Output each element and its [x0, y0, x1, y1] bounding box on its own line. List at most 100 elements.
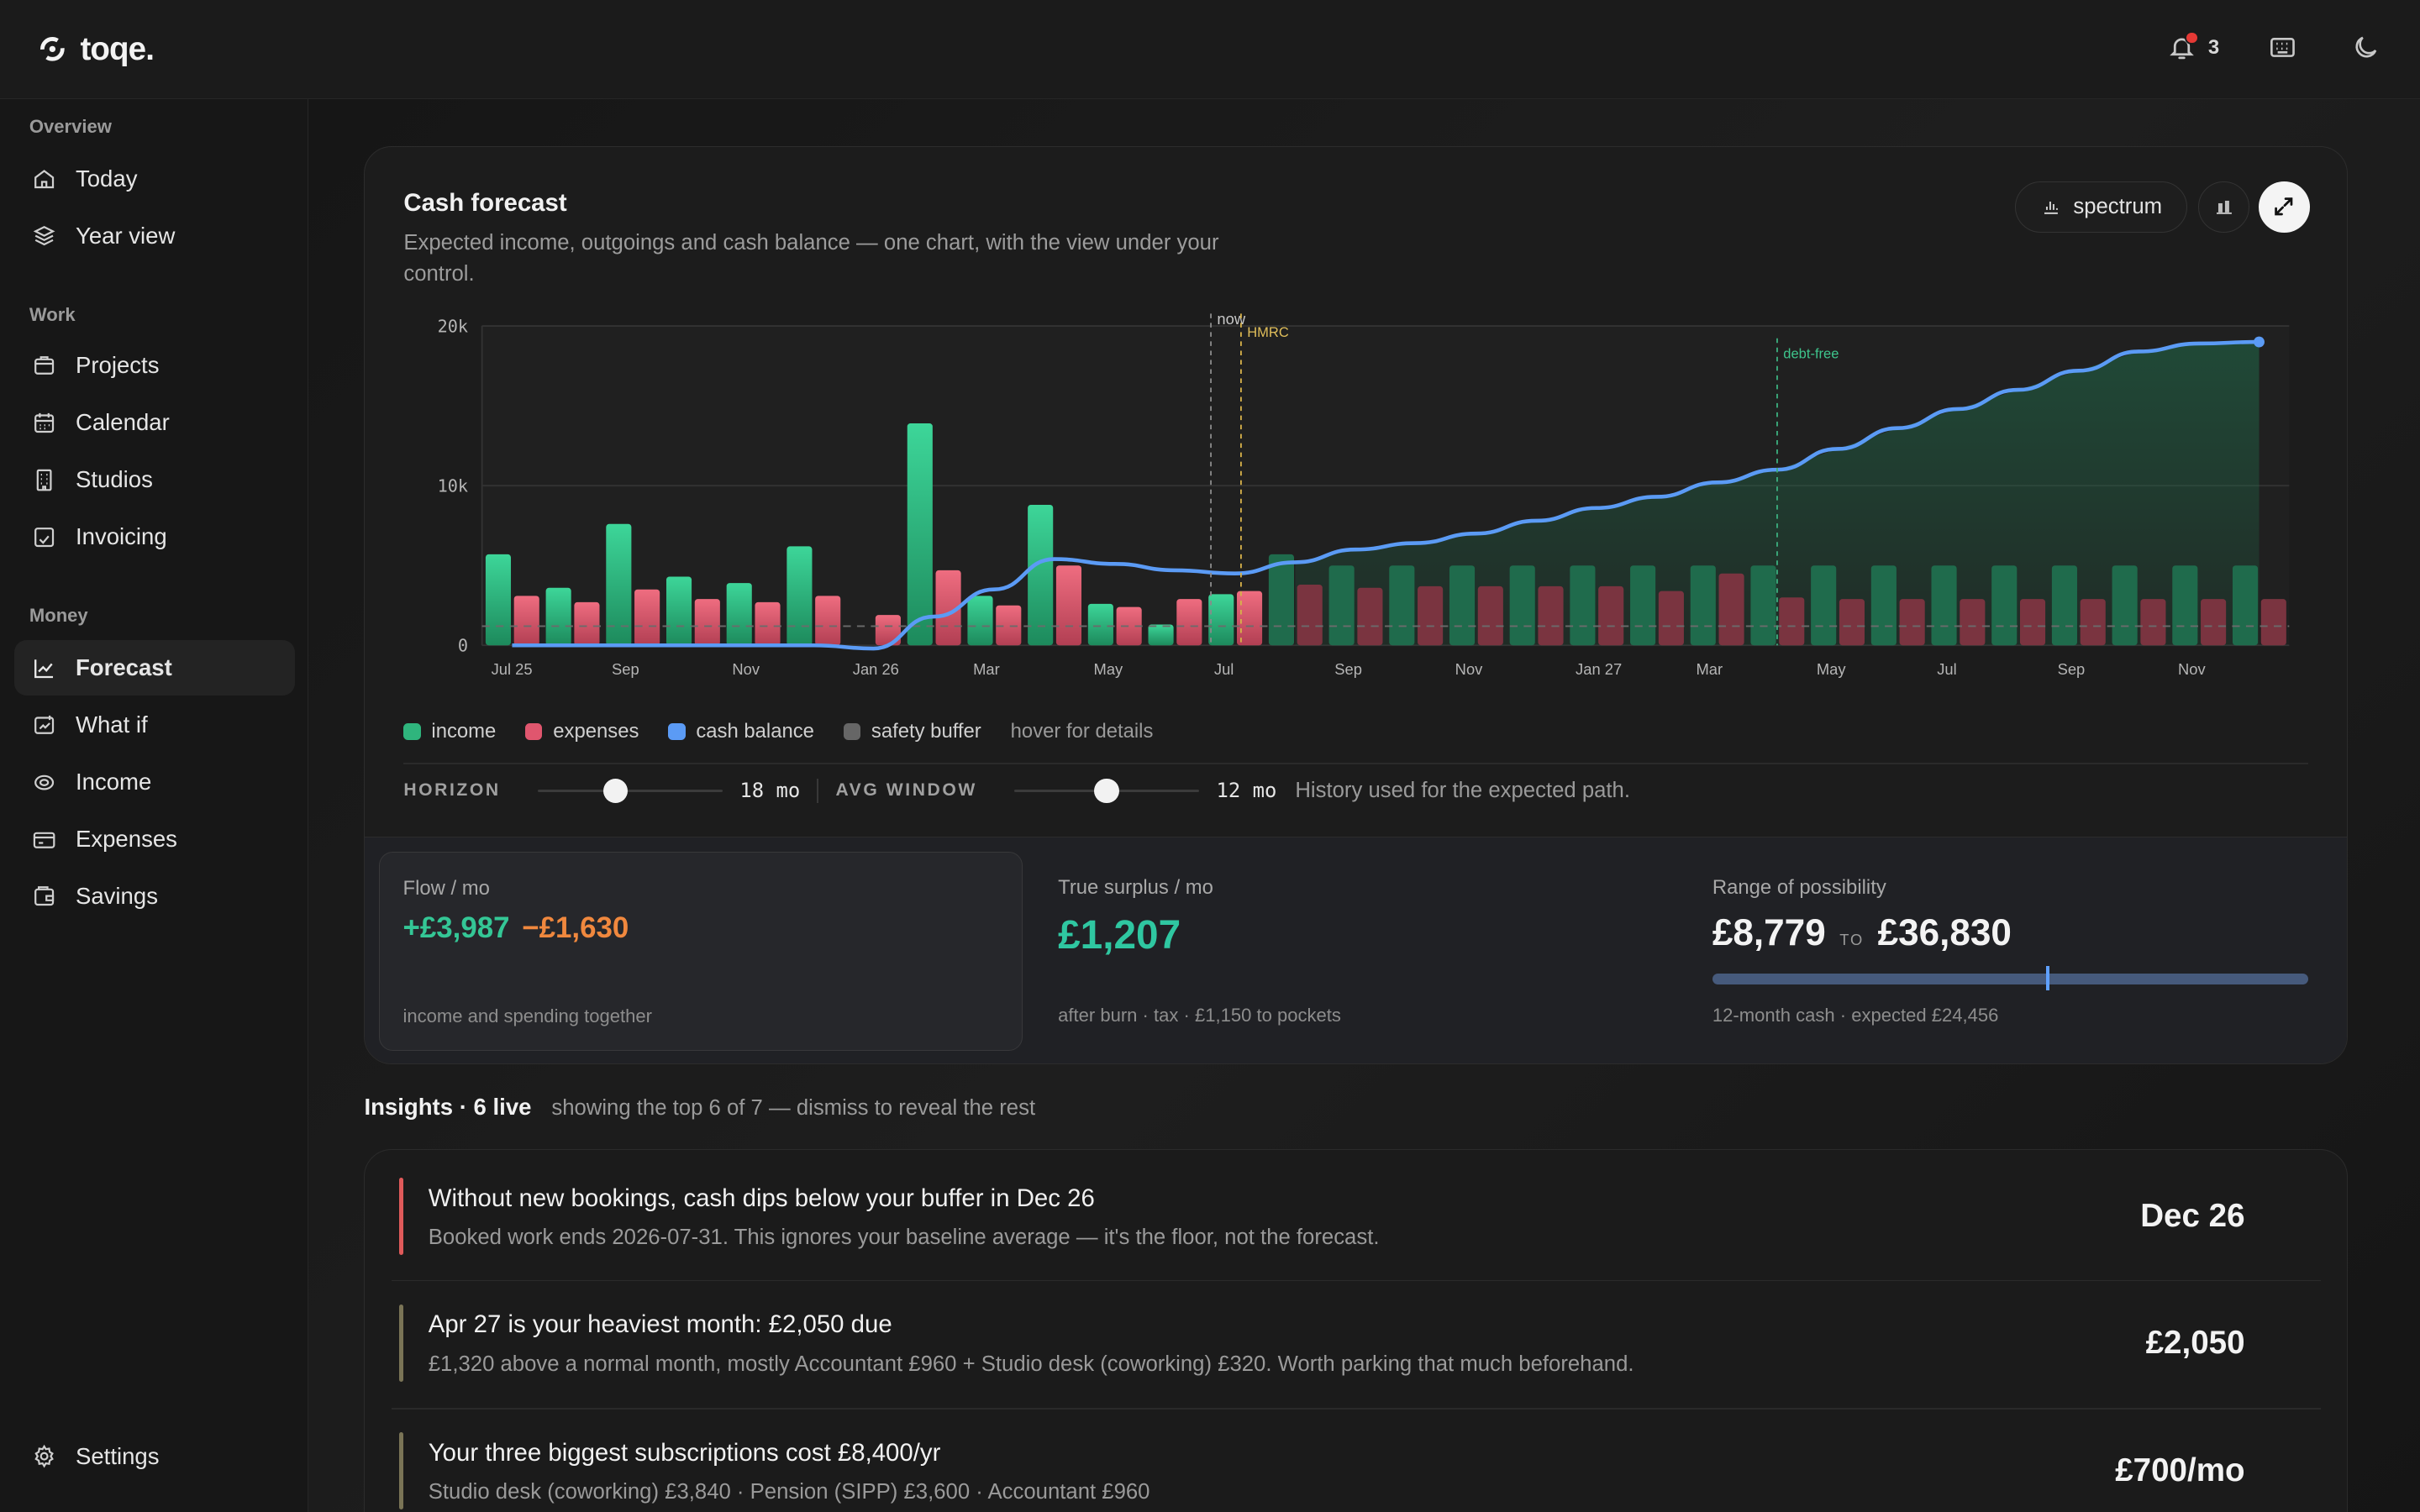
sidebar-item-expenses[interactable]: Expenses — [14, 811, 295, 867]
notifications-button[interactable]: 3 — [2162, 28, 2219, 68]
sidebar-item-label: Calendar — [75, 409, 170, 436]
marker-label: HMRC — [1248, 324, 1290, 340]
slider-thumb[interactable] — [602, 778, 629, 804]
chart-controls: HORIZON 18 mo AVG WINDOW 12 mo History u… — [403, 774, 1630, 807]
sidebar-item-projects[interactable]: Projects — [14, 338, 295, 393]
top-bar: toqe. 3 — [0, 0, 2420, 99]
income-bar — [727, 583, 753, 646]
range-label: Range of possibility — [1712, 876, 1886, 900]
flow-label: Flow / mo — [402, 877, 490, 900]
legend-swatch — [668, 722, 686, 740]
sidebar: Overview Today Year view Work Projects C… — [0, 98, 309, 1512]
flow-footer: income and spending together — [402, 1005, 652, 1026]
forecast-title: Cash forecast — [403, 189, 567, 218]
horizon-value: 18 mo — [739, 779, 801, 803]
avg-window-slider[interactable] — [1013, 778, 1200, 804]
sidebar-item-savings[interactable]: Savings — [14, 869, 295, 924]
hover-hint: hover for details — [1010, 719, 1154, 743]
gear-icon — [34, 1444, 54, 1468]
income-bar — [1811, 565, 1837, 646]
expense-bar — [2201, 599, 2227, 646]
surplus-footer: after burn · tax · £1,150 to pockets — [1058, 1004, 1341, 1026]
expense-bar — [1839, 599, 1865, 646]
sidebar-item-settings[interactable]: Settings — [14, 1429, 295, 1484]
legend-label: income — [431, 719, 497, 743]
income-bar — [1570, 565, 1596, 646]
x-tick-label: Nov — [1455, 661, 1483, 679]
sidebar-item-invoicing[interactable]: Invoicing — [14, 509, 295, 564]
sidebar-item-year-view[interactable]: Year view — [14, 208, 295, 264]
expected-marker — [2045, 965, 2049, 991]
sidebar-item-income[interactable]: Income — [14, 754, 295, 810]
divider — [817, 778, 819, 804]
legend-label: safety buffer — [871, 719, 981, 743]
keyboard-icon — [2270, 38, 2295, 58]
insight-title: Without new bookings, cash dips below yo… — [428, 1184, 1095, 1212]
divider — [403, 763, 2308, 765]
expense-bar — [1659, 591, 1685, 646]
expense-bar — [1176, 599, 1202, 646]
income-bar — [2172, 565, 2198, 646]
expense-bar — [755, 602, 781, 646]
expense-bar — [1718, 574, 1745, 646]
invoice-icon — [34, 527, 54, 547]
x-tick-label: Sep — [2058, 661, 2086, 679]
chart-legend: income expenses cash balance safety buff… — [403, 720, 1153, 743]
forecast-subtitle: Expected income, outgoings and cash bala… — [403, 230, 1219, 286]
insight-item[interactable]: Apr 27 is your heaviest month: £2,050 du… — [392, 1277, 2321, 1404]
theme-toggle-button[interactable] — [2346, 28, 2386, 68]
app-logo[interactable]: toqe. — [37, 31, 155, 68]
sidebar-item-today[interactable]: Today — [14, 151, 295, 207]
income-bar — [1691, 565, 1717, 646]
expense-bar — [1538, 586, 1565, 646]
income-bar — [666, 576, 692, 646]
insights-title: Insights · 6 live — [364, 1094, 532, 1121]
legend-cash-balance[interactable]: cash balance — [668, 720, 814, 743]
sidebar-item-what-if[interactable]: What if — [14, 697, 295, 753]
legend-label: cash balance — [696, 719, 814, 743]
expense-bar — [695, 599, 721, 646]
bell-icon — [2162, 28, 2202, 68]
income-bar — [1269, 554, 1295, 646]
x-tick-label: Jul 25 — [492, 661, 533, 679]
insight-item[interactable]: Your three biggest subscriptions cost £8… — [392, 1404, 2321, 1512]
income-bar — [486, 554, 512, 646]
expand-button[interactable] — [2258, 181, 2310, 233]
legend-income[interactable]: income — [403, 720, 496, 743]
income-bar — [1088, 604, 1114, 646]
sidebar-item-label: Studios — [75, 466, 153, 493]
sidebar-item-label: Year view — [75, 222, 176, 249]
insight-title: Your three biggest subscriptions cost £8… — [428, 1438, 941, 1467]
legend-safety-buffer[interactable]: safety buffer — [843, 719, 981, 743]
horizon-slider[interactable] — [537, 778, 723, 804]
sidebar-item-calendar[interactable]: Calendar — [14, 395, 295, 450]
coins-icon — [34, 774, 54, 790]
sidebar-item-label: Invoicing — [75, 523, 167, 550]
income-bar — [1991, 565, 2018, 646]
expense-bar — [2140, 599, 2166, 646]
notification-dot — [2185, 30, 2199, 45]
sidebar-item-studios[interactable]: Studios — [14, 452, 295, 507]
legend-expenses[interactable]: expenses — [525, 720, 639, 743]
insight-desc: £1,320 above a normal month, mostly Acco… — [428, 1352, 1634, 1376]
slider-thumb[interactable] — [1094, 778, 1119, 804]
income-bar — [1630, 565, 1656, 646]
spectrum-button[interactable]: spectrum — [2015, 181, 2188, 233]
expense-bar — [1418, 586, 1444, 646]
bar-view-button[interactable] — [2198, 181, 2249, 233]
income-bar — [1931, 565, 1958, 646]
columns-icon — [2216, 201, 2232, 215]
expense-bar — [1900, 599, 1926, 646]
insight-severity-bar — [398, 1432, 404, 1510]
nav-section-money: Money — [29, 604, 88, 626]
insight-title: Apr 27 is your heaviest month: £2,050 du… — [428, 1310, 892, 1339]
range-values: £8,779 TO £36,830 — [1712, 912, 2012, 954]
insight-item[interactable]: Without new bookings, cash dips below yo… — [392, 1150, 2321, 1278]
expense-bar — [634, 590, 660, 646]
expense-bar — [1779, 597, 1805, 646]
x-tick-label: Mar — [1697, 661, 1723, 679]
flow-stat[interactable]: Flow / mo +£3,987 −£1,630 income and spen… — [378, 852, 1023, 1051]
keyboard-button[interactable] — [2263, 28, 2303, 68]
sidebar-item-forecast[interactable]: Forecast — [13, 640, 295, 696]
